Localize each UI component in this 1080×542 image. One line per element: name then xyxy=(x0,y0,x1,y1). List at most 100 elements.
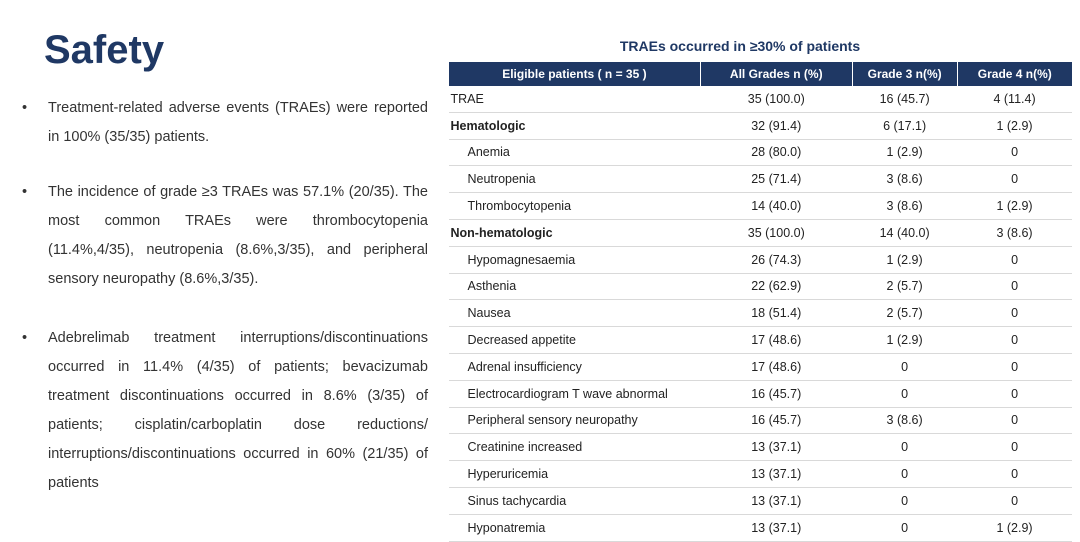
table-cell: 14 (40.0) xyxy=(852,219,958,247)
table-cell: 3 (8.6) xyxy=(852,192,958,220)
row-label: Peripheral sensory neuropathy xyxy=(448,407,701,435)
row-label: Hypomagnesaemia xyxy=(448,246,701,274)
table-cell: 3 (8.6) xyxy=(957,219,1072,247)
table-cell: 22 (62.9) xyxy=(700,273,853,301)
table-cell: 35 (100.0) xyxy=(700,219,853,247)
row-label: Hyperuricemia xyxy=(448,460,701,488)
table-cell: 1 (2.9) xyxy=(852,139,958,167)
row-label: Hyponatremia xyxy=(448,514,701,542)
table-cell: 0 xyxy=(957,139,1072,167)
table-cell: 0 xyxy=(957,407,1072,435)
table-cell: 0 xyxy=(957,353,1072,381)
table-cell: 0 xyxy=(957,246,1072,274)
row-label: Creatinine increased xyxy=(448,433,701,462)
header-cell: Grade 3 n(%) xyxy=(851,62,958,86)
data-table: Eligible patients ( n = 35 ) All Grades n… xyxy=(448,62,1072,542)
table-row: Thrombocytopenia 14 (40.0) 3 (8.6) 1 (2.9) xyxy=(448,192,1072,220)
bullet-text: Treatment-related adverse events (TRAEs)… xyxy=(48,100,428,145)
slide-title: Safety xyxy=(44,28,165,72)
table-cell: 17 (48.6) xyxy=(700,326,853,354)
table-row: Hyperuricemia 13 (37.1) 0 0 xyxy=(448,460,1072,488)
table-cell: 1 (2.9) xyxy=(852,246,958,274)
table-cell: 25 (71.4) xyxy=(700,165,853,194)
header-cell: All Grades n (%) xyxy=(699,62,853,86)
table-row: Sinus tachycardia 13 (37.1) 0 0 xyxy=(448,487,1072,515)
table-cell: 0 xyxy=(957,487,1072,515)
table-row: Adrenal insufficiency 17 (48.6) 0 0 xyxy=(448,353,1072,381)
table-cell: 18 (51.4) xyxy=(700,299,853,328)
table-cell: 0 xyxy=(957,165,1072,194)
table-cell: 17 (48.6) xyxy=(700,353,853,381)
table-cell: 0 xyxy=(957,433,1072,462)
table-cell: 14 (40.0) xyxy=(700,192,853,220)
table-cell: 32 (91.4) xyxy=(700,112,853,140)
table-row: Nausea 18 (51.4) 2 (5.7) 0 xyxy=(448,299,1072,328)
table-cell: 0 xyxy=(957,326,1072,354)
row-label: Sinus tachycardia xyxy=(448,487,701,515)
bullet: • The incidence of grade ≥3 TRAEs was 57.… xyxy=(22,178,428,294)
table-cell: 13 (37.1) xyxy=(700,487,853,515)
row-label: Nausea xyxy=(448,299,701,328)
table-cell: 1 (2.9) xyxy=(957,514,1072,542)
row-label: Hematologic xyxy=(448,112,701,140)
table-row: Hypomagnesaemia 26 (74.3) 1 (2.9) 0 xyxy=(448,246,1072,274)
table-cell: 13 (37.1) xyxy=(700,460,853,488)
header-cell: Eligible patients ( n = 35 ) xyxy=(448,62,701,86)
row-label: Asthenia xyxy=(448,273,701,301)
table-cell: 16 (45.7) xyxy=(852,86,958,113)
table-cell: 0 xyxy=(957,380,1072,408)
table-cell: 0 xyxy=(957,273,1072,301)
table-cell: 1 (2.9) xyxy=(852,326,958,354)
table-cell: 0 xyxy=(852,433,958,462)
table-cell: 28 (80.0) xyxy=(700,139,853,167)
table-cell: 4 (11.4) xyxy=(957,86,1072,113)
table-body: TRAE 35 (100.0) 16 (45.7) 4 (11.4) Hematolog… xyxy=(448,86,1072,542)
table-cell: 3 (8.6) xyxy=(852,407,958,435)
row-label: Electrocardiogram T wave abnormal xyxy=(448,380,701,408)
table-cell: 16 (45.7) xyxy=(700,380,853,408)
table-row: Asthenia 22 (62.9) 2 (5.7) 0 xyxy=(448,273,1072,301)
table-row: Decreased appetite 17 (48.6) 1 (2.9) 0 xyxy=(448,326,1072,354)
table-cell: 16 (45.7) xyxy=(700,407,853,435)
bullet: • Adebrelimab treatment interruptions/dis… xyxy=(22,324,428,498)
table-row: Neutropenia 25 (71.4) 3 (8.6) 0 xyxy=(448,165,1072,194)
table-row: Hematologic 32 (91.4) 6 (17.1) 1 (2.9) xyxy=(448,112,1072,140)
table-cell: 0 xyxy=(852,353,958,381)
table-cell: 3 (8.6) xyxy=(852,165,958,194)
table-row: Electrocardiogram T wave abnormal 16 (45.… xyxy=(448,380,1072,408)
row-label: TRAE xyxy=(448,86,701,113)
row-label: Thrombocytopenia xyxy=(448,192,701,220)
table-cell: 13 (37.1) xyxy=(700,433,853,462)
table-row: Non-hematologic 35 (100.0) 14 (40.0) 3 (8.6… xyxy=(448,219,1072,247)
table-cell: 2 (5.7) xyxy=(852,299,958,328)
table-cell: 6 (17.1) xyxy=(852,112,958,140)
table-cell: 1 (2.9) xyxy=(957,112,1072,140)
table-cell: 0 xyxy=(852,380,958,408)
table-cell: 2 (5.7) xyxy=(852,273,958,301)
table-cell: 35 (100.0) xyxy=(700,86,853,113)
table-row: Anemia 28 (80.0) 1 (2.9) 0 xyxy=(448,139,1072,167)
row-label: Adrenal insufficiency xyxy=(448,353,701,381)
table-caption: TRAEs occurred in ≥30% of patients xyxy=(619,38,861,54)
table-row: TRAE 35 (100.0) 16 (45.7) 4 (11.4) xyxy=(448,86,1072,113)
table-cell: 1 (2.9) xyxy=(957,192,1072,220)
bullet-text: The incidence of grade ≥3 TRAEs was 57.1… xyxy=(48,184,428,287)
row-label: Anemia xyxy=(448,139,701,167)
table-cell: 0 xyxy=(957,460,1072,488)
table-row: Hyponatremia 13 (37.1) 0 1 (2.9) xyxy=(448,514,1072,542)
table-row: Peripheral sensory neuropathy 16 (45.7) 3 … xyxy=(448,407,1072,435)
row-label: Neutropenia xyxy=(448,165,701,194)
table-cell: 13 (37.1) xyxy=(700,514,853,542)
table-cell: 0 xyxy=(852,460,958,488)
table-row: Creatinine increased 13 (37.1) 0 0 xyxy=(448,433,1072,462)
header-row: Eligible patients ( n = 35 ) All Grades n… xyxy=(448,62,1072,86)
row-label: Non-hematologic xyxy=(448,219,701,247)
header-cell: Grade 4 n(%) xyxy=(956,62,1072,86)
table-cell: 26 (74.3) xyxy=(700,246,853,274)
bullet: • Treatment-related adverse events (TRAEs… xyxy=(22,94,428,152)
slide: Safety • Treatment-related adverse events… xyxy=(22,28,1072,542)
table-cell: 0 xyxy=(852,487,958,515)
row-label: Decreased appetite xyxy=(448,326,701,354)
table-cell: 0 xyxy=(957,299,1072,328)
bullet-text: Adebrelimab treatment interruptions/disc… xyxy=(48,330,428,491)
